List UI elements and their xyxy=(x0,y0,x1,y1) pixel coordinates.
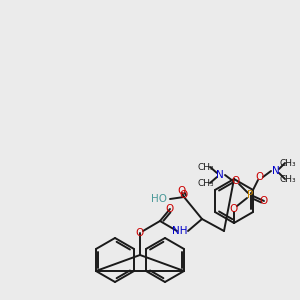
Text: O: O xyxy=(260,196,268,206)
Text: O: O xyxy=(230,204,238,214)
Text: CH₃: CH₃ xyxy=(198,163,214,172)
Text: O: O xyxy=(256,172,264,182)
Text: O: O xyxy=(178,186,186,196)
Text: CH₃: CH₃ xyxy=(280,158,296,167)
Text: CH₃: CH₃ xyxy=(198,178,214,188)
Text: O: O xyxy=(166,204,174,214)
Text: N: N xyxy=(216,170,224,180)
Text: N: N xyxy=(272,166,280,176)
Text: CH₃: CH₃ xyxy=(280,175,296,184)
Text: NH: NH xyxy=(172,226,188,236)
Text: O: O xyxy=(232,176,240,186)
Text: P: P xyxy=(247,190,253,200)
Text: HO: HO xyxy=(151,194,167,204)
Text: O: O xyxy=(136,228,144,238)
Text: O: O xyxy=(180,190,188,200)
